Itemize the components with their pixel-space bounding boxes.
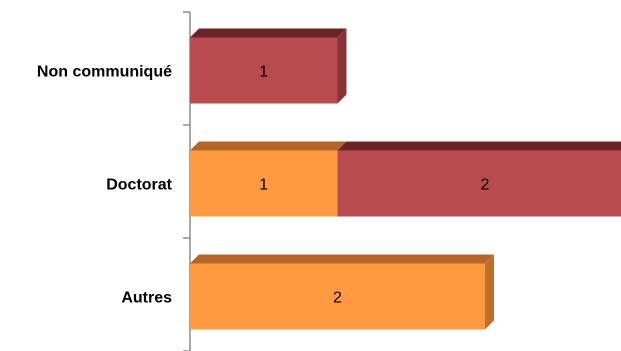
- bar-top-face: [190, 28, 347, 38]
- data-label: 1: [259, 64, 268, 81]
- bar-segment: [190, 254, 494, 330]
- bars: [190, 28, 621, 330]
- bar: [190, 150, 338, 217]
- y-axis: [183, 11, 191, 351]
- bar: [190, 263, 485, 330]
- bar-side-face: [485, 254, 494, 330]
- category-label: Non communiqué: [37, 64, 172, 81]
- data-label: 1: [259, 177, 268, 194]
- data-label: 2: [481, 177, 490, 194]
- bar-segment: [337, 141, 621, 217]
- bar: [190, 37, 338, 104]
- bar: [337, 150, 621, 217]
- bar-top-face: [337, 141, 621, 151]
- bar-segment: [190, 28, 347, 104]
- data-label: 2: [333, 290, 342, 307]
- bar-side-face: [337, 28, 347, 104]
- category-label: Autres: [121, 290, 172, 307]
- bar-top-face: [190, 141, 347, 151]
- category-label: Doctorat: [106, 177, 172, 194]
- bar-top-face: [190, 254, 494, 264]
- labels: Non communiqué 1 Doctorat 1 2 Autres 2: [37, 64, 490, 307]
- bar-segment: [190, 141, 347, 217]
